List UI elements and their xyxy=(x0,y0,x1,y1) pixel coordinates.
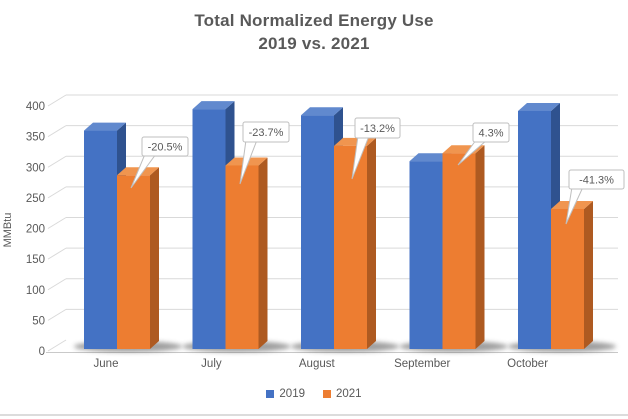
svg-text:300: 300 xyxy=(26,162,45,174)
svg-text:150: 150 xyxy=(26,254,45,266)
svg-text:250: 250 xyxy=(26,193,45,205)
chart-title-line2: 2019 vs. 2021 xyxy=(258,34,370,53)
svg-text:-20.5%: -20.5% xyxy=(148,142,183,154)
svg-text:July: July xyxy=(201,358,222,370)
svg-text:0: 0 xyxy=(39,346,45,358)
svg-text:June: June xyxy=(94,358,119,370)
legend-swatch-2021 xyxy=(323,390,331,398)
legend-swatch-2019 xyxy=(266,390,275,398)
svg-text:MMBtu: MMBtu xyxy=(2,213,14,248)
legend-label-2019: 2019 xyxy=(279,388,305,400)
svg-text:200: 200 xyxy=(26,224,45,236)
bottom-divider xyxy=(0,414,628,416)
svg-text:-23.7%: -23.7% xyxy=(249,127,284,139)
svg-text:100: 100 xyxy=(26,285,45,297)
chart-legend: 2019 2021 xyxy=(0,388,628,400)
svg-text:50: 50 xyxy=(32,315,45,327)
svg-text:October: October xyxy=(507,358,548,370)
svg-text:August: August xyxy=(299,358,336,370)
svg-text:September: September xyxy=(394,358,450,370)
legend-item-2019: 2019 xyxy=(266,388,305,400)
svg-text:-13.2%: -13.2% xyxy=(360,123,395,135)
svg-text:400: 400 xyxy=(26,101,45,113)
legend-item-2021: 2021 xyxy=(323,388,362,400)
chart-title-line1: Total Normalized Energy Use xyxy=(194,11,434,30)
chart-title: Total Normalized Energy Use 2019 vs. 202… xyxy=(0,9,628,55)
svg-text:350: 350 xyxy=(26,132,45,144)
svg-text:4.3%: 4.3% xyxy=(478,128,503,140)
svg-text:-41.3%: -41.3% xyxy=(579,175,614,187)
legend-label-2021: 2021 xyxy=(336,388,362,400)
